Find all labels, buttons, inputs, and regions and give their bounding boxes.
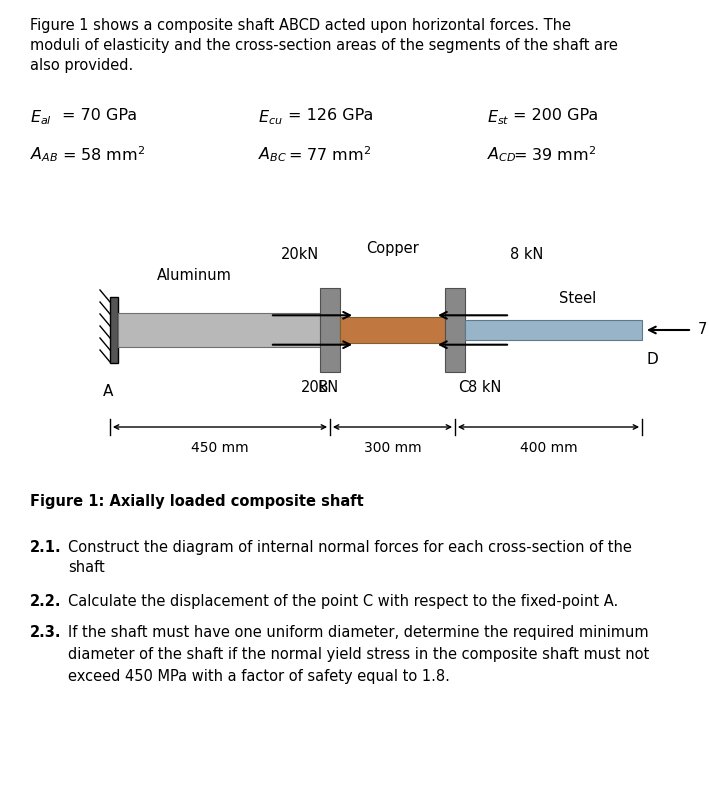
Text: $E_{al}$: $E_{al}$ [30,108,52,127]
Bar [118,313,320,347]
Text: = 70 GPa: = 70 GPa [62,108,137,123]
Text: D: D [647,352,659,367]
Text: 7 kN: 7 kN [698,322,709,337]
Text: = 58 mm$^2$: = 58 mm$^2$ [62,145,145,163]
Text: Aluminum: Aluminum [157,268,231,283]
Text: also provided.: also provided. [30,58,133,73]
Text: diameter of the shaft if the normal yield stress in the composite shaft must not: diameter of the shaft if the normal yiel… [68,647,649,662]
Text: shaft: shaft [68,560,105,575]
Text: $A_{BC}$: $A_{BC}$ [258,145,287,163]
Text: Figure 1 shows a composite shaft ABCD acted upon horizontal forces. The: Figure 1 shows a composite shaft ABCD ac… [30,18,571,33]
Text: 300 mm: 300 mm [364,441,421,455]
Bar [445,288,465,372]
Text: A: A [103,384,113,399]
Text: Copper: Copper [366,241,419,256]
Text: = 126 GPa: = 126 GPa [288,108,374,123]
Text: 2.1.: 2.1. [30,540,62,555]
Text: $A_{AB}$: $A_{AB}$ [30,145,58,163]
Text: 8 kN: 8 kN [469,380,502,395]
Text: = 77 mm$^2$: = 77 mm$^2$ [288,145,371,163]
Text: = 200 GPa: = 200 GPa [513,108,598,123]
Text: $E_{st}$: $E_{st}$ [487,108,510,127]
Text: 450 mm: 450 mm [191,441,249,455]
Bar [320,288,340,372]
Text: Calculate the displacement of the point C with respect to the fixed-point A.: Calculate the displacement of the point … [68,594,618,609]
Text: = 39 mm$^2$: = 39 mm$^2$ [513,145,596,163]
Text: C: C [458,380,469,395]
Text: moduli of elasticity and the cross-section areas of the segments of the shaft ar: moduli of elasticity and the cross-secti… [30,38,618,53]
Text: 400 mm: 400 mm [520,441,577,455]
Bar [465,320,642,340]
Text: If the shaft must have one uniform diameter, determine the required minimum: If the shaft must have one uniform diame… [68,625,649,640]
Text: Figure 1: Axially loaded composite shaft: Figure 1: Axially loaded composite shaft [30,494,364,509]
Text: $E_{cu}$: $E_{cu}$ [258,108,283,127]
Text: 8 kN: 8 kN [510,247,543,262]
Text: B: B [318,380,328,395]
Bar [110,297,118,363]
Text: Steel: Steel [559,291,596,306]
Text: 2.2.: 2.2. [30,594,62,609]
Bar [340,317,445,343]
Text: exceed 450 MPa with a factor of safety equal to 1.8.: exceed 450 MPa with a factor of safety e… [68,669,450,684]
Text: $A_{CD}$: $A_{CD}$ [487,145,517,163]
Text: Construct the diagram of internal normal forces for each cross-section of the: Construct the diagram of internal normal… [68,540,632,555]
Text: 2.3.: 2.3. [30,625,62,640]
Text: 20kN: 20kN [281,247,319,262]
Text: 20kN: 20kN [301,380,339,395]
